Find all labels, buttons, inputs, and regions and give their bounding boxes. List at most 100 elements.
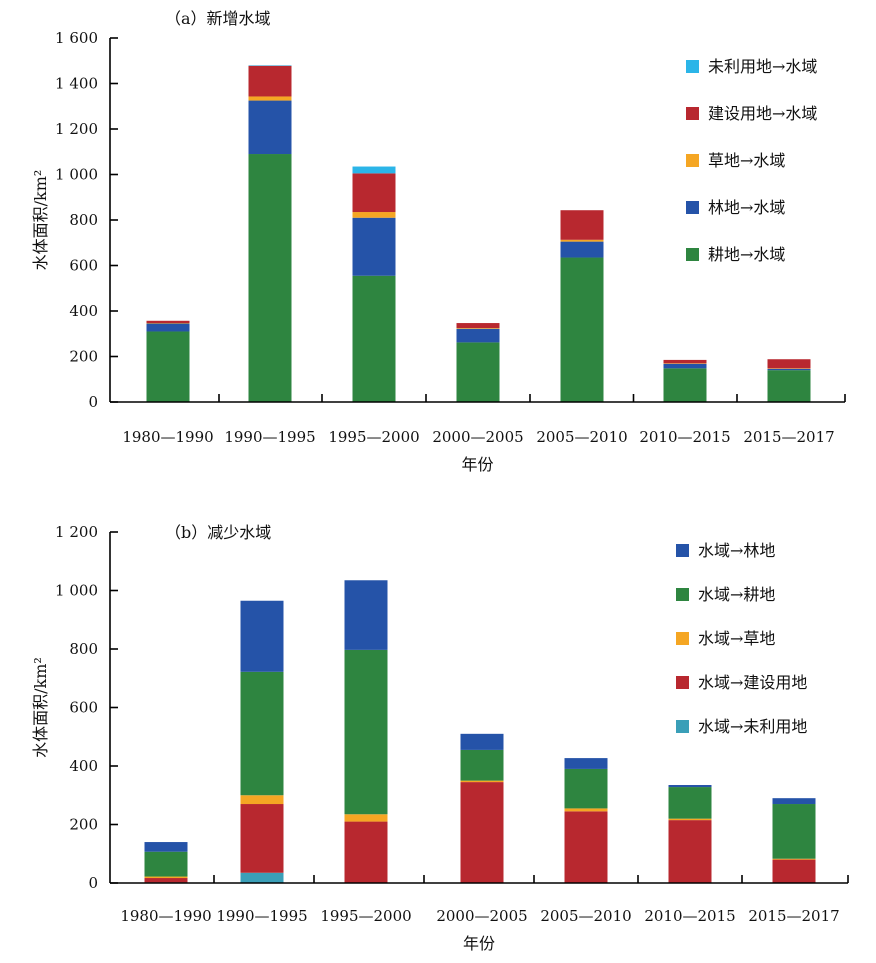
bar-segment <box>240 600 284 672</box>
bar-segment <box>663 368 707 402</box>
legend-label: 建设用地→水域 <box>708 104 817 123</box>
x-tick-label: 1980—1990 <box>122 428 213 446</box>
bar-segment <box>560 239 604 242</box>
bar-segment <box>564 808 608 812</box>
x-tick-label: 1990—1995 <box>216 907 307 925</box>
legend-swatch <box>686 107 699 120</box>
bar-segment <box>767 359 811 369</box>
legend-swatch <box>676 632 689 645</box>
bar-segment <box>146 323 190 324</box>
legend-swatch <box>686 201 699 214</box>
y-tick-label: 400 <box>69 757 98 775</box>
y-tick-label: 1 200 <box>55 523 98 541</box>
x-axis-title: 年份 <box>461 455 493 474</box>
bar-segment <box>560 257 604 402</box>
legend-swatch <box>686 60 699 73</box>
y-tick-label: 1 400 <box>55 75 98 93</box>
bar-segment <box>767 368 811 369</box>
x-tick-label: 1980—1990 <box>120 907 211 925</box>
bar-segment <box>560 210 604 240</box>
bar-segment <box>772 798 816 805</box>
bar-segment <box>564 768 608 809</box>
bar-segment <box>144 878 188 883</box>
x-tick-label: 2005—2010 <box>540 907 631 925</box>
panel-title: （a）新增水域 <box>165 9 271 28</box>
bar-segment <box>456 342 500 402</box>
x-tick-label: 2015—2017 <box>748 907 839 925</box>
y-tick-label: 0 <box>88 393 98 411</box>
legend-swatch <box>676 588 689 601</box>
x-tick-label: 2000—2005 <box>432 428 523 446</box>
bar-segment <box>668 785 712 788</box>
legend-label: 林地→水域 <box>708 198 785 217</box>
bar-segment <box>146 323 190 332</box>
y-tick-label: 1 000 <box>55 166 98 184</box>
chart-new-water: 0 200 400 600 800 1 000 1 200 1 400 1 600 1980—19… <box>31 9 846 474</box>
legend-label: 未利用地→水域 <box>708 57 817 76</box>
legend-label: 草地→水域 <box>708 151 785 170</box>
x-tick-label: 1990—1995 <box>224 428 315 446</box>
bar-segment <box>352 173 396 213</box>
legend-label: 水域→建设用地 <box>698 673 807 692</box>
y-tick-label: 800 <box>69 640 98 658</box>
x-tick-label: 1995—2000 <box>328 428 419 446</box>
bar-segment <box>663 363 707 364</box>
legend-label: 水域→未利用地 <box>698 717 807 736</box>
y-tick-label: 1 000 <box>55 582 98 600</box>
bar-segment <box>352 166 396 174</box>
x-axis-title: 年份 <box>463 934 495 953</box>
legend-label: 耕地→水域 <box>708 245 785 264</box>
bar-segment <box>240 671 284 796</box>
bar-segment <box>564 811 608 883</box>
bar-segment <box>352 217 396 276</box>
y-tick-label: 0 <box>88 874 98 892</box>
bar-segment <box>144 842 188 852</box>
bar-segment <box>248 100 292 155</box>
x-tick-label: 1995—2000 <box>320 907 411 925</box>
bar-segment <box>668 820 712 883</box>
legend-swatch <box>686 248 699 261</box>
bar-segment <box>352 275 396 402</box>
bar-segment <box>344 821 388 883</box>
bar-segment <box>456 328 500 343</box>
bar-segment <box>668 787 712 819</box>
bar-segment <box>146 331 190 402</box>
y-tick-label: 600 <box>69 699 98 717</box>
bar-segment <box>144 876 188 879</box>
y-tick-label: 400 <box>69 302 98 320</box>
bar-segment <box>772 859 816 883</box>
y-tick-label: 600 <box>69 257 98 275</box>
x-tick-label: 2005—2010 <box>536 428 627 446</box>
legend-swatch <box>676 544 689 557</box>
legend-label: 水域→耕地 <box>698 585 775 604</box>
bar-segment <box>460 733 504 750</box>
bar-segment <box>560 241 604 258</box>
bar-segment <box>663 363 707 369</box>
bar-segment <box>248 65 292 97</box>
panel-title: （b）减少水域 <box>165 523 271 542</box>
bar-segment <box>456 328 500 329</box>
y-tick-label: 200 <box>69 348 98 366</box>
bars <box>144 580 816 883</box>
bar-segment <box>144 851 188 877</box>
y-tick-label: 1 600 <box>55 29 98 47</box>
legend-swatch <box>686 154 699 167</box>
legend-label: 水域→草地 <box>698 629 775 648</box>
bars <box>146 65 811 402</box>
bar-segment <box>767 370 811 402</box>
bar-segment <box>767 368 811 371</box>
bar-segment <box>564 758 608 769</box>
bar-segment <box>344 814 388 822</box>
legend-swatch <box>676 720 689 733</box>
bar-segment <box>248 96 292 101</box>
bar-segment <box>772 804 816 859</box>
chart-reduced-water: 0 200 400 600 800 1 000 1 200 1980—1990 1990—199… <box>31 523 849 953</box>
bar-segment <box>460 749 504 781</box>
bar-segment <box>344 649 388 815</box>
y-tick-label: 200 <box>69 816 98 834</box>
y-tick-label: 1 200 <box>55 120 98 138</box>
y-tick-label: 800 <box>69 211 98 229</box>
